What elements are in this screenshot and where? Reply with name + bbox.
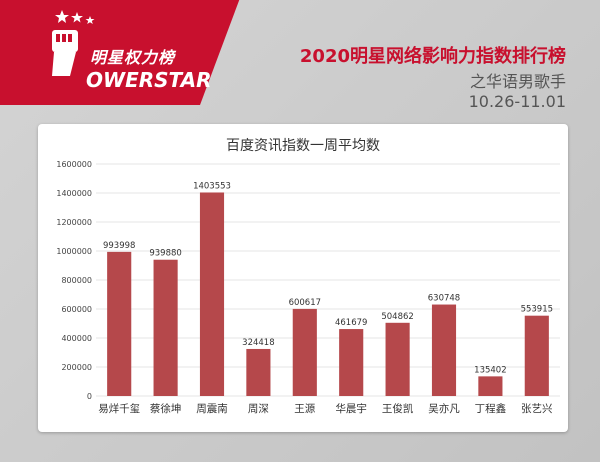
bar — [339, 329, 364, 396]
y-tick-label: 1600000 — [56, 160, 92, 169]
bar — [153, 259, 178, 396]
y-tick-label: 0 — [87, 392, 92, 401]
x-tick-label: 华晨宇 — [335, 402, 367, 415]
x-tick-label: 易烊千玺 — [98, 402, 140, 415]
y-tick-label: 400000 — [61, 334, 92, 343]
data-label: 135402 — [474, 365, 506, 375]
bar — [524, 315, 549, 396]
star-icon — [85, 16, 95, 24]
fist-icon — [52, 30, 78, 76]
x-tick-label: 丁程鑫 — [475, 402, 507, 415]
data-label: 553915 — [521, 305, 553, 315]
y-tick-label: 200000 — [61, 363, 92, 372]
data-label: 993998 — [103, 241, 135, 251]
data-label: 504862 — [381, 312, 413, 322]
date-range: 10.26-11.01 — [468, 92, 566, 111]
bar — [199, 192, 225, 396]
star-icon — [55, 10, 69, 23]
bar — [246, 348, 271, 396]
x-tick-label: 蔡徐坤 — [150, 402, 182, 415]
x-tick-label: 王源 — [294, 402, 315, 415]
y-tick-label: 1200000 — [56, 218, 92, 227]
y-tick-label: 800000 — [61, 276, 92, 285]
logo-cn: 明星权力榜 — [90, 48, 176, 67]
data-label: 324418 — [242, 338, 274, 348]
bar — [107, 251, 132, 396]
page-subtitle: 之华语男歌手 — [469, 72, 566, 91]
bar-chart: 百度资讯指数一周平均数 0 200000 400000 600000 800000 100… — [56, 138, 560, 415]
data-label: 461679 — [335, 318, 367, 328]
data-label: 630748 — [428, 294, 460, 304]
x-tick-label: 张艺兴 — [521, 403, 553, 415]
chart-card: 百度资讯指数一周平均数 0 200000 400000 600000 800000 100… — [38, 124, 568, 432]
chart-title: 百度资讯指数一周平均数 — [226, 138, 380, 154]
data-label: 939880 — [149, 249, 181, 259]
y-tick-label: 600000 — [61, 305, 92, 314]
bar — [431, 304, 457, 396]
star-icon — [71, 12, 83, 23]
data-label: 1403553 — [193, 181, 231, 191]
bar — [478, 376, 503, 396]
page-title: 2020明星网络影响力指数排行榜 — [299, 46, 566, 67]
bar — [292, 308, 317, 396]
y-tick-label: 1400000 — [56, 189, 92, 198]
data-label: 600617 — [289, 298, 321, 308]
x-tick-label: 王俊凯 — [382, 402, 414, 415]
logo-en: OWERSTAR — [86, 68, 212, 92]
x-tick-label: 吴亦凡 — [428, 402, 460, 415]
logo-banner — [0, 0, 240, 105]
bar — [385, 322, 410, 396]
x-tick-label: 周深 — [248, 403, 269, 415]
x-tick-label: 周震南 — [196, 402, 228, 415]
y-tick-label: 1000000 — [56, 247, 92, 256]
